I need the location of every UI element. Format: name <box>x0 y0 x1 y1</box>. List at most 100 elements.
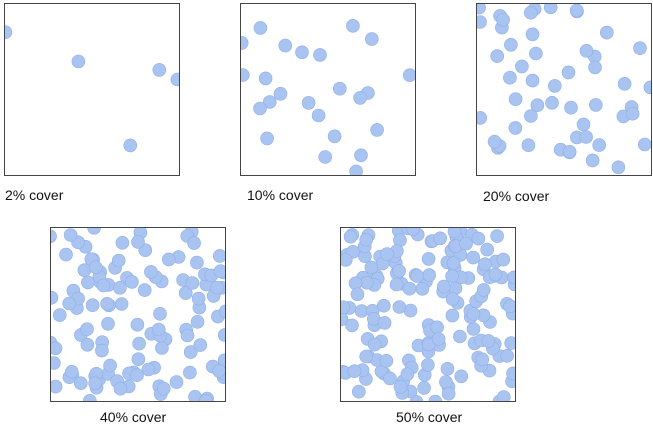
cover-dot <box>130 317 145 332</box>
cover-dot <box>131 235 145 249</box>
cover-dot <box>191 291 206 306</box>
cover-dot <box>132 336 146 351</box>
cover-dot <box>376 298 391 313</box>
cover-square-10 <box>240 3 416 176</box>
cover-dot <box>130 368 144 382</box>
cover-dot <box>466 322 481 336</box>
cover-dot <box>471 231 486 246</box>
cover-dot <box>295 45 309 60</box>
cover-dot <box>137 283 152 297</box>
square-frame <box>240 3 416 176</box>
cover-dot <box>481 334 496 348</box>
cover-dot <box>500 349 514 363</box>
cover-dot <box>445 292 460 306</box>
cover-dot <box>433 231 447 246</box>
cover-dot <box>340 300 350 314</box>
cover-dot <box>545 96 559 110</box>
cover-dot <box>459 236 473 251</box>
cover-dot <box>480 242 494 257</box>
cover-dot <box>476 283 491 297</box>
cover-dot <box>88 260 103 275</box>
cover-dot <box>466 307 481 321</box>
cover-dot <box>359 349 374 364</box>
cover-dot <box>525 73 540 88</box>
cover-dot <box>377 316 392 330</box>
panel-cover-2 <box>4 3 180 176</box>
cover-dot <box>273 87 288 101</box>
cover-dot <box>579 43 594 58</box>
cover-dot <box>114 297 129 311</box>
cover-dot <box>406 227 420 236</box>
cover-dot <box>213 264 226 278</box>
cover-dot <box>345 318 359 333</box>
cover-square-50 <box>340 227 516 402</box>
cover-dot <box>370 123 384 137</box>
panel-cover-10 <box>240 3 416 176</box>
cover-dot <box>346 18 360 33</box>
cover-dot <box>430 320 444 335</box>
cover-dot <box>101 317 115 331</box>
cover-dot <box>576 117 591 132</box>
cover-dot <box>115 236 130 250</box>
cover-dot <box>258 71 273 86</box>
cover-dot <box>490 229 504 243</box>
cover-dot <box>392 264 406 278</box>
cover-dot <box>350 287 365 302</box>
cover-dot <box>318 150 332 164</box>
cover-dot <box>454 369 469 384</box>
cover-dot <box>85 298 100 312</box>
cover-dot <box>431 332 446 346</box>
cover-square-40 <box>50 227 226 402</box>
cover-dot <box>351 384 366 399</box>
cover-dot <box>440 362 455 376</box>
cover-dot <box>190 255 204 270</box>
cover-dot <box>365 32 379 46</box>
cover-dot <box>543 3 558 15</box>
cover-dot <box>80 338 95 352</box>
cover-dot <box>490 49 505 63</box>
cover-dot <box>87 227 101 235</box>
cover-dot <box>475 352 490 367</box>
cover-dot <box>83 394 97 402</box>
cover-dot <box>428 394 443 402</box>
cover-dot <box>643 80 652 95</box>
cover-dot <box>178 286 193 300</box>
cover-dot <box>359 232 374 247</box>
cover-dot <box>515 59 529 74</box>
cover-dot <box>88 376 102 391</box>
cover-dot <box>524 109 538 123</box>
cover-dot <box>360 275 374 290</box>
cover-dot <box>187 236 201 250</box>
cover-dot <box>354 148 368 163</box>
cover-dot <box>100 297 114 311</box>
cover-dot <box>496 252 511 267</box>
cover-dot <box>199 393 213 402</box>
cover-dot <box>64 365 79 379</box>
cover-dot <box>153 307 167 321</box>
cover-dot <box>588 60 602 75</box>
cover-dot <box>113 280 127 295</box>
cover-dot <box>561 65 576 80</box>
cover-dot <box>193 338 208 352</box>
cover-dot <box>422 268 436 282</box>
cover-dot <box>585 153 600 168</box>
cover-dot <box>548 79 562 93</box>
cover-dot <box>123 138 138 153</box>
cover-dot <box>508 92 523 106</box>
cover-dot <box>343 229 358 244</box>
cover-dot <box>389 277 404 292</box>
cover-dot <box>151 322 166 337</box>
cover-dot <box>476 111 487 125</box>
cover-square-2 <box>4 3 180 176</box>
cover-dot <box>210 280 224 295</box>
cover-dot <box>253 21 268 35</box>
cover-dot <box>439 375 453 389</box>
cover-dot <box>77 263 92 278</box>
cover-dot <box>340 253 353 267</box>
cover-dot <box>508 121 523 135</box>
cover-dot <box>504 336 516 350</box>
cover-dot <box>453 329 467 344</box>
cover-dot <box>260 131 274 146</box>
cover-dot <box>349 164 363 176</box>
cover-dot <box>50 356 61 370</box>
